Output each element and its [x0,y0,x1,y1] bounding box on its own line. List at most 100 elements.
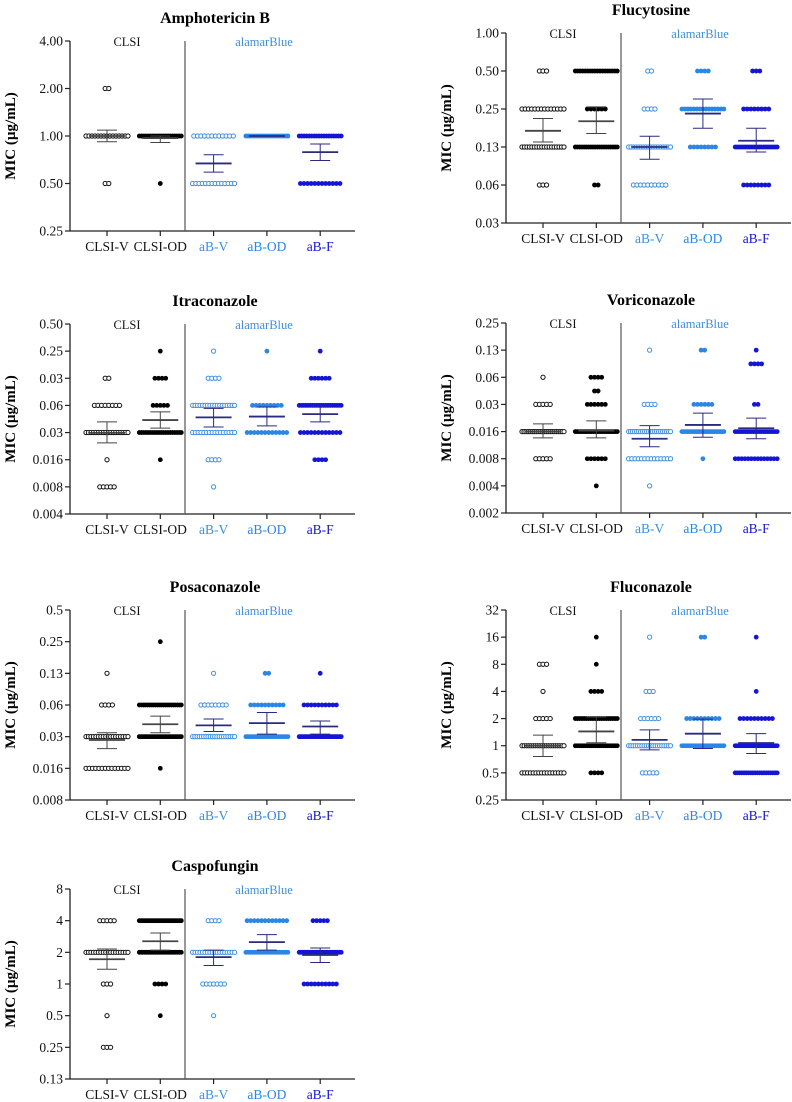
data-point [602,402,608,407]
data-point [593,634,599,640]
y-tick-label: 4 [56,913,63,928]
data-point [702,634,708,640]
data-point [266,670,272,676]
data-point [178,702,184,708]
group-ab-od [679,634,727,750]
group-ab-v [626,68,674,188]
y-axis-label: MIC (µg/mL) [439,661,455,748]
y-tick-label: 16 [486,630,500,645]
data-point [709,402,715,407]
y-tick-label: 0.06 [39,398,63,413]
data-point [125,734,131,740]
group-clsi-od [572,374,620,489]
data-point [595,182,601,188]
group-clsi-od [136,133,184,186]
data-point [216,375,222,381]
y-axis-label: MIC (µg/mL) [439,374,455,461]
data-point [111,918,117,924]
section-label-alamarblue: alamarBlue [235,883,293,897]
data-point [163,981,169,987]
data-point [663,182,669,188]
x-tick-label: aB-OD [247,239,286,254]
data-point [157,639,163,645]
x-tick-label: aB-V [635,231,664,246]
data-point [561,743,567,749]
y-tick-label: 0.50 [475,64,499,79]
y-tick-label: 0.016 [33,761,64,776]
data-point [165,403,170,408]
y-tick-label: 0.5 [46,603,63,618]
data-point [561,106,567,112]
data-point [284,918,290,924]
x-tick-label: aB-OD [247,522,286,537]
group-clsi-v [83,670,131,771]
y-tick-label: 0.06 [475,370,499,385]
data-point [705,68,711,74]
data-point [650,688,656,695]
group-ab-v [626,634,674,776]
data-point [125,949,131,955]
group-ab-v [190,133,238,187]
y-tick-label: 0.008 [33,479,64,494]
data-point [544,661,550,667]
data-point [178,918,184,924]
group-clsi-v [519,68,567,188]
chart-panel-fluconazole: Fluconazole MIC (µg/mL) 0.25 0.5 1 2 4 8 16 32 CLS… [439,579,791,823]
y-tick-label: 0.002 [469,506,499,521]
data-point [614,429,620,434]
y-tick-label: 2 [56,945,63,960]
y-tick-label: 0.13 [475,343,499,358]
chart-panel-posaconazole: Posaconazole MIC (µg/mL) 0.008 0.016 0.03 0.0… [3,579,355,823]
data-point [716,716,722,721]
chart-title: Posaconazole [170,579,261,596]
group-ab-v [190,348,238,490]
data-point [614,68,620,74]
section-label-alamarblue: alamarBlue [671,27,729,41]
data-point [547,401,553,408]
group-ab-f [732,68,780,188]
data-point [106,375,112,381]
group-ab-f [296,670,344,740]
data-point [774,429,780,434]
x-tick-label: CLSI-V [521,231,565,246]
data-point [668,456,674,462]
y-tick-label: 0.25 [39,634,63,649]
data-point [544,182,550,188]
y-tick-label: 0.03 [39,425,63,440]
group-clsi-v [83,918,131,1050]
data-point [647,483,653,489]
data-point [753,689,759,694]
y-tick-label: 0.25 [39,224,63,239]
y-tick-label: 4 [492,684,499,699]
data-point [157,1013,163,1019]
y-tick-label: 0.5 [46,1008,63,1023]
y-axis-label: MIC (µg/mL) [439,84,455,171]
data-point [178,430,184,435]
section-label-clsi: CLSI [113,318,140,332]
group-clsi-v [519,374,567,462]
x-tick-label: aB-V [635,808,664,823]
data-point [178,734,184,740]
data-point [668,743,674,749]
data-point [108,981,114,987]
data-point [599,374,605,380]
y-tick-label: 2.00 [39,81,63,96]
data-point [323,457,328,463]
group-clsi-v [83,85,131,187]
y-tick-label: 2 [492,711,499,726]
x-tick-label: aB-V [199,1087,228,1102]
group-ab-f [296,133,344,186]
data-point [540,374,546,380]
y-axis-label: MIC (µg/mL) [3,92,19,179]
x-tick-label: aB-F [743,231,770,246]
data-point [702,347,708,353]
x-tick-label: CLSI-OD [570,231,623,246]
data-point [652,106,658,112]
data-point [216,457,222,463]
y-tick-label: 0.016 [469,424,500,439]
data-point [648,68,655,74]
y-tick-label: 8 [56,882,63,897]
data-point [593,661,599,667]
x-tick-label: CLSI-V [85,1087,129,1102]
